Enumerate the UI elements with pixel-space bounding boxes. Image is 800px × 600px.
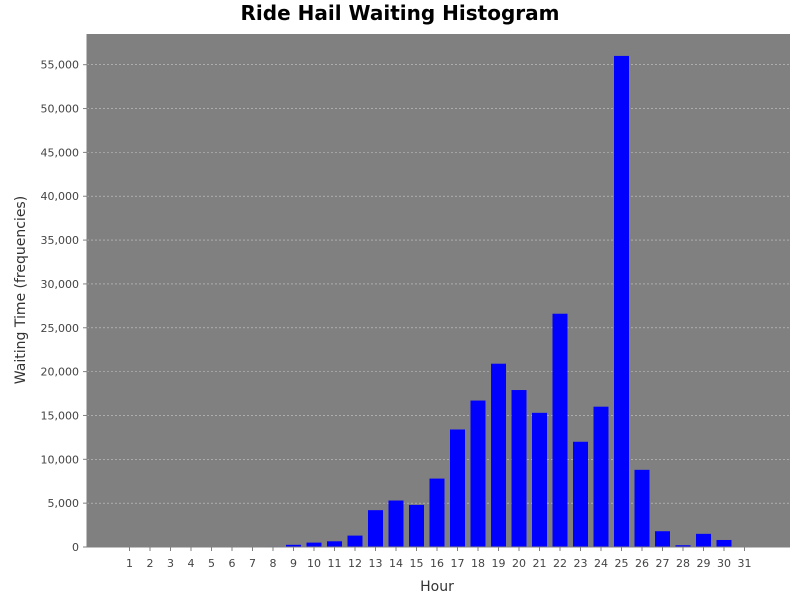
bar: [327, 541, 342, 547]
bar: [409, 504, 424, 547]
bar: [429, 478, 445, 547]
y-tick-label: 30,000: [41, 278, 80, 291]
x-tick-label: 7: [249, 557, 256, 570]
plot-area: [87, 34, 790, 547]
x-tick-label: 29: [697, 557, 711, 570]
bar: [675, 545, 691, 547]
bars: [265, 55, 732, 548]
x-tick-label: 23: [574, 557, 588, 570]
x-tick-label: 21: [533, 557, 547, 570]
y-tick-label: 50,000: [41, 103, 80, 116]
bar: [511, 390, 527, 547]
bar: [614, 55, 629, 548]
x-tick-label: 15: [410, 557, 424, 570]
bar: [634, 469, 650, 547]
x-tick-label: 12: [348, 557, 362, 570]
bar: [491, 363, 506, 547]
y-axis: 0 5,000 10,000 15,000 20,000 25,000 30,000 35,0…: [41, 34, 88, 554]
gridlines: [87, 64, 790, 504]
x-tick-label: 27: [656, 557, 670, 570]
bar: [388, 500, 404, 547]
y-tick-label: 15,000: [41, 409, 80, 422]
x-tick-label: 5: [208, 557, 215, 570]
bar: [593, 406, 609, 547]
x-tick-label: 1: [126, 557, 133, 570]
bar: [716, 539, 732, 547]
y-tick-label: 40,000: [41, 190, 80, 203]
bar: [696, 533, 711, 547]
x-tick-label: 8: [270, 557, 277, 570]
x-tick-label: 18: [471, 557, 485, 570]
y-tick-label: 20,000: [41, 366, 80, 379]
x-tick-label: 9: [290, 557, 297, 570]
x-tick-label: 17: [451, 557, 465, 570]
x-axis: 1 2 3 4 5 6 7 8 9 10 11 12 13 14 15 16 17 18 19 20 21 22 23 24 2…: [87, 546, 790, 570]
x-tick-label: 3: [167, 557, 174, 570]
bar: [286, 544, 301, 547]
bar: [552, 313, 568, 547]
x-tick-label: 10: [307, 557, 321, 570]
y-tick-label: 35,000: [41, 234, 80, 247]
bar: [347, 535, 363, 547]
x-tick-label: 11: [328, 557, 342, 570]
x-tick-label: 14: [389, 557, 403, 570]
x-tick-label: 13: [369, 557, 383, 570]
y-axis-label: Waiting Time (frequencies): [13, 196, 29, 384]
x-tick-label: 4: [188, 557, 195, 570]
y-tick-label: 5,000: [48, 497, 80, 510]
chart-title: Ride Hail Waiting Histogram: [241, 1, 560, 25]
bar: [532, 412, 547, 547]
x-tick-label: 24: [594, 557, 608, 570]
x-tick-label: 2: [147, 557, 154, 570]
bar: [368, 510, 383, 547]
x-tick-label: 25: [615, 557, 629, 570]
bar: [655, 531, 670, 547]
bar: [573, 441, 588, 547]
x-tick-label: 31: [738, 557, 752, 570]
x-tick-label: 19: [492, 557, 506, 570]
x-tick-label: 20: [512, 557, 526, 570]
x-tick-label: 16: [430, 557, 444, 570]
bar: [306, 542, 322, 547]
y-tick-label: 55,000: [41, 59, 80, 72]
y-tick-label: 0: [72, 541, 79, 554]
bar: [470, 400, 486, 547]
x-tick-label: 26: [635, 557, 649, 570]
bar: [450, 429, 465, 547]
y-tick-label: 45,000: [41, 146, 80, 159]
x-tick-label: 30: [717, 557, 731, 570]
y-tick-label: 10,000: [41, 453, 80, 466]
x-axis-label: Hour: [420, 579, 454, 595]
y-tick-label: 25,000: [41, 322, 80, 335]
x-tick-label: 6: [229, 557, 236, 570]
x-tick-label: 28: [676, 557, 690, 570]
x-tick-label: 22: [553, 557, 567, 570]
